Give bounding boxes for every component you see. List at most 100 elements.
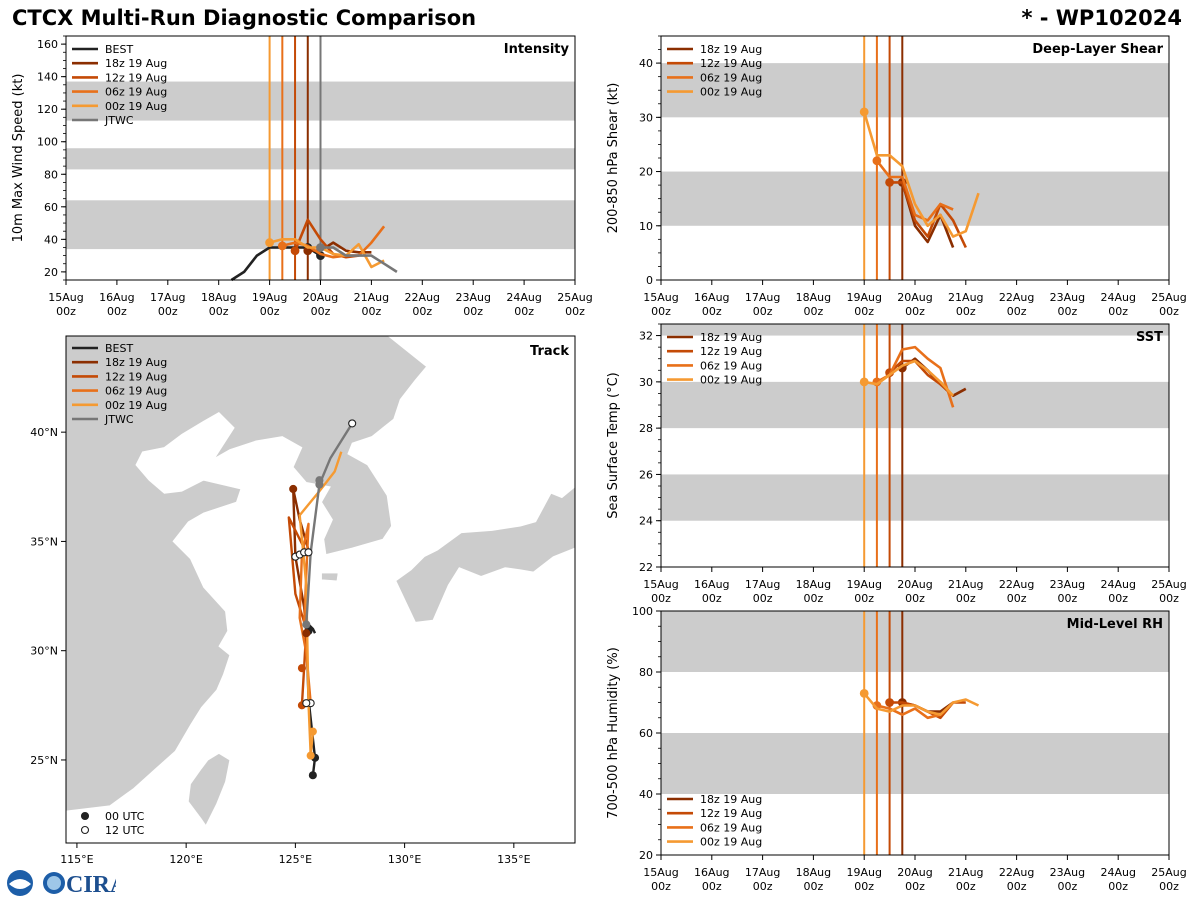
intensity-ytick-label: 160: [37, 38, 58, 51]
track-marker-legend-symbol-0: [80, 811, 90, 821]
shear-xtick-day: 17Aug: [745, 291, 780, 304]
shear-xtick-day: 22Aug: [999, 291, 1034, 304]
track-marker-00z-19-aug-0: [308, 727, 317, 736]
sst-xtick-hour: 00z: [651, 592, 671, 605]
sst-legend-label-12z-19-aug: 12z 19 Aug: [700, 345, 762, 358]
intensity-xtick-day: 21Aug: [354, 291, 389, 304]
sst-xtick-hour: 00z: [1058, 592, 1078, 605]
rh-series-06z-19-aug: [876, 704, 941, 720]
track-ytick-label: 30°N: [30, 645, 58, 658]
sst-panel: 22242628303215Aug00z16Aug00z17Aug00z18Au…: [606, 323, 1187, 605]
rh-xtick-hour: 00z: [651, 880, 671, 893]
shear-xtick-day: 15Aug: [643, 291, 678, 304]
intensity-xtick-hour: 00z: [463, 305, 483, 318]
track-legend-label-00z-19-aug: 00z 19 Aug: [105, 399, 167, 412]
map-mainland: [66, 336, 428, 812]
sst-xtick-day: 19Aug: [846, 578, 881, 591]
shear-panel: 01020304015Aug00z16Aug00z17Aug00z18Aug00…: [606, 35, 1187, 318]
intensity-xtick-day: 22Aug: [405, 291, 440, 304]
rh-band-0: [661, 733, 1169, 794]
shear-xtick-hour: 00z: [1058, 305, 1078, 318]
rh-xtick-day: 15Aug: [643, 866, 678, 879]
shear-xtick-hour: 00z: [702, 305, 722, 318]
map-jeju: [321, 572, 339, 582]
shear-marker-12z-19-aug-0: [885, 177, 894, 187]
map-japan: [395, 486, 575, 623]
shear-xtick-hour: 00z: [1007, 305, 1027, 318]
intensity-ytick-label: 40: [44, 233, 58, 246]
intensity-xtick-hour: 00z: [514, 305, 534, 318]
sst-xtick-day: 18Aug: [796, 578, 831, 591]
rh-xtick-hour: 00z: [1058, 880, 1078, 893]
intensity-ytick-label: 80: [44, 168, 58, 181]
sst-marker-00z-19-aug-0: [859, 377, 869, 387]
storm-id: * - WP102024: [1021, 6, 1182, 30]
shear-xtick-day: 20Aug: [897, 291, 932, 304]
intensity-xtick-hour: 00z: [565, 305, 585, 318]
sst-legend-label-06z-19-aug: 06z 19 Aug: [700, 359, 762, 372]
rh-band-1: [661, 611, 1169, 672]
sst-xtick-hour: 00z: [804, 592, 824, 605]
rh-series-00z-19-aug: [863, 692, 980, 717]
shear-legend-label-12z-19-aug: 12z 19 Aug: [700, 57, 762, 70]
map-land-layer: [66, 336, 575, 827]
sst-ytick-label: 26: [639, 468, 653, 481]
rh-xtick-day: 17Aug: [745, 866, 780, 879]
sst-xtick-day: 25Aug: [1151, 578, 1186, 591]
rh-ytick-label: 100: [632, 605, 653, 618]
shear-ytick-label: 0: [646, 274, 653, 287]
sst-xtick-hour: 00z: [1159, 592, 1179, 605]
shear-legend-label-18z-19-aug: 18z 19 Aug: [700, 43, 762, 56]
intensity-marker-jtwc-0: [316, 243, 325, 252]
sst-xtick-hour: 00z: [956, 592, 976, 605]
track-frame: [65, 335, 576, 844]
intensity-ytick-label: 60: [44, 201, 58, 214]
track-marker-jtwc-0: [302, 620, 311, 629]
sst-band-0: [661, 474, 1169, 521]
sst-band-1: [661, 381, 1169, 429]
rh-xtick-day: 16Aug: [694, 866, 729, 879]
noaa-logo-icon: CIRA: [7, 870, 116, 898]
shear-band-1: [661, 63, 1169, 118]
shear-xtick-day: 23Aug: [1050, 291, 1085, 304]
rh-panel: 2040608010015Aug00z16Aug00z17Aug00z18Aug…: [606, 605, 1187, 893]
track-marker-18z-19-aug-0: [302, 629, 311, 638]
intensity-xtick-hour: 00z: [311, 305, 331, 318]
rh-xtick-hour: 00z: [1159, 880, 1179, 893]
track-ytick-label: 25°N: [30, 754, 58, 767]
intensity-xtick-hour: 00z: [362, 305, 382, 318]
sst-legend-label-18z-19-aug: 18z 19 Aug: [700, 331, 762, 344]
rh-ytick-label: 40: [639, 788, 653, 801]
intensity-marker-06z-19-aug-0: [277, 241, 287, 251]
sst-xtick-hour: 00z: [753, 592, 773, 605]
shear-xtick-day: 24Aug: [1100, 291, 1135, 304]
intensity-ytick-label: 120: [37, 103, 58, 116]
sst-title: SST: [1136, 330, 1163, 345]
rh-xtick-hour: 00z: [854, 880, 874, 893]
intensity-legend-label-18z-19-aug: 18z 19 Aug: [105, 57, 167, 70]
intensity-xtick-day: 19Aug: [252, 291, 287, 304]
rh-ylabel: 700-500 hPa Humidity (%): [606, 647, 621, 819]
rh-xtick-hour: 00z: [702, 880, 722, 893]
sst-legend-label-00z-19-aug: 00z 19 Aug: [700, 374, 762, 387]
sst-xtick-hour: 00z: [905, 592, 925, 605]
intensity-ylabel: 10m Max Wind Speed (kt): [11, 74, 26, 243]
sst-xtick-day: 21Aug: [948, 578, 983, 591]
sst-ylabel: Sea Surface Temp (°C): [606, 372, 621, 519]
shear-legend-label-00z-19-aug: 00z 19 Aug: [700, 86, 762, 99]
track-legend-label-12z-19-aug: 12z 19 Aug: [105, 370, 167, 383]
figure-title: CTCX Multi-Run Diagnostic Comparison: [12, 6, 477, 30]
shear-xtick-day: 18Aug: [796, 291, 831, 304]
sst-ytick-label: 30: [639, 376, 653, 389]
track-ytick-label: 40°N: [30, 426, 58, 439]
intensity-marker-00z-19-aug-0: [265, 238, 275, 247]
intensity-marker-12z-19-aug-0: [290, 246, 300, 256]
track-xtick-label: 130°E: [388, 853, 421, 866]
shear-xtick-hour: 00z: [854, 305, 874, 318]
shear-xtick-hour: 00z: [1108, 305, 1128, 318]
shear-xtick-hour: 00z: [753, 305, 773, 318]
sst-xtick-hour: 00z: [1108, 592, 1128, 605]
shear-xtick-hour: 00z: [905, 305, 925, 318]
intensity-xtick-day: 16Aug: [99, 291, 134, 304]
